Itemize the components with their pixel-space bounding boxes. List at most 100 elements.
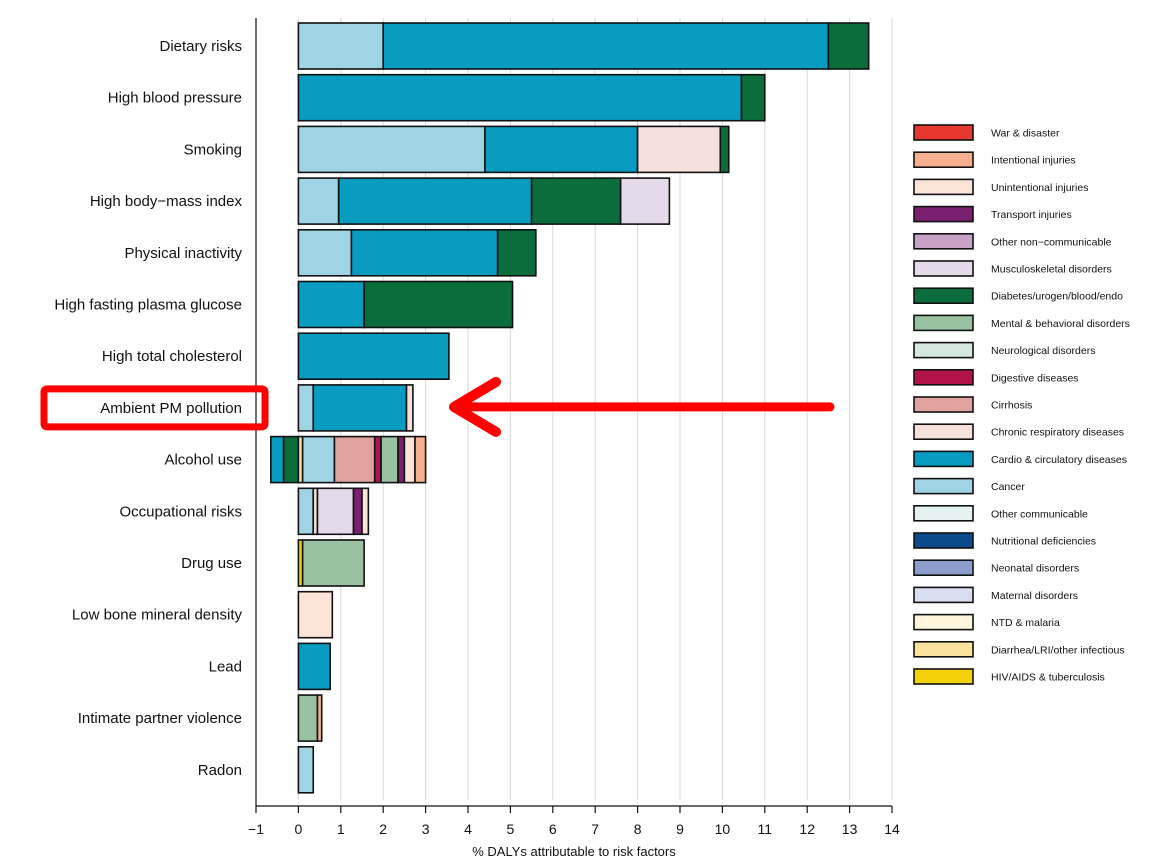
legend-swatch-cirrhosis [913,396,974,413]
legend-label-cardio-circulatory-diseases: Cardio & circulatory diseases [991,454,1127,466]
x-tick-label: 3 [422,821,430,837]
x-tick-label: 4 [464,821,472,837]
bar-segment-cardio-circulatory-diseases [382,22,830,70]
category-label-occupational-risks: Occupational risks [119,503,242,520]
bars [270,22,870,794]
category-label-low-bone-mineral-density: Low bone mineral density [72,607,243,624]
x-tick-label: 12 [799,821,815,837]
bar-segment-musculoskeletal-disorders [619,177,671,225]
bar-segment-intentional-injuries [316,694,323,742]
legend-swatch-cancer [913,477,974,495]
x-tick-label: 0 [295,821,303,837]
bar-segment-mental-behavioral-disorders [297,694,319,742]
category-labels: Dietary risks High blood pressure Smoking H… [54,38,242,779]
legend-swatch-digestive-diseases [913,368,974,386]
bar-segment-cardio-circulatory-diseases [297,280,365,329]
bar-segment-unintentional-injuries [297,590,334,639]
bar-segment-diabetes-urogen-blood-endo [530,177,622,225]
bar-segment-cancer [297,229,353,277]
x-axis: −1 0 1 2 3 4 5 6 7 8 9 10 11 12 13 14 [248,18,900,837]
bar-segment-diabetes-urogen-blood-endo [496,229,537,277]
bar-segment-cancer [297,384,315,432]
legend-label-diarrhea-lri-other-infectious: Diarrhea/LRI/other infectious [991,644,1125,656]
category-label-intimate-partner-violence: Intimate partner violence [78,710,242,727]
legend-swatch-war-disaster [913,124,974,141]
category-label-high-total-cholesterol: High total cholesterol [102,348,242,365]
bar-segment-cancer [297,125,486,174]
legend-swatch-hiv-aids-tuberculosis [913,668,974,685]
bar-segment-chronic-respiratory-diseases [405,384,414,432]
x-tick-label: 10 [715,821,731,837]
x-tick-label: 5 [507,821,515,837]
category-label-physical-inactivity: Physical inactivity [124,245,242,262]
legend-label-other-non-communicable: Other non−communicable [991,236,1112,248]
bar-segment-diabetes-urogen-blood-endo [282,435,300,484]
bar-segment-mental-behavioral-disorders [380,435,399,484]
bar-segment-diabetes-urogen-blood-endo [827,22,870,70]
bar-segment-cancer [297,487,315,536]
legend-label-hiv-aids-tuberculosis: HIV/AIDS & tuberculosis [991,672,1105,684]
bar-segment-diabetes-urogen-blood-endo [719,125,730,174]
legend-label-neurological-disorders: Neurological disorders [991,345,1095,357]
category-label-dietary-risks: Dietary risks [159,38,242,55]
legend-label-intentional-injuries: Intentional injuries [991,155,1076,167]
bar-segment-unintentional-injuries [361,487,370,536]
bar-segment-cardio-circulatory-diseases [337,177,533,225]
x-tick-label: 13 [842,821,858,837]
legend-swatch-cardio-circulatory-diseases [913,450,974,468]
legend-label-nutritional-deficiencies: Nutritional deficiencies [991,536,1096,548]
x-tick-label: 1 [337,821,345,837]
x-axis-title: % DALYs attributable to risk factors [472,844,676,859]
x-tick-label: 2 [379,821,387,837]
category-label-smoking: Smoking [184,141,242,158]
category-label-high-body-mass-index: High body−mass index [90,193,243,210]
category-label-ambient-pm-pollution: Ambient PM pollution [100,400,242,417]
bar-segment-transport-injuries [352,487,363,536]
bar-segment-cardio-circulatory-diseases [297,73,743,122]
bar-segment-chronic-respiratory-diseases [636,125,722,174]
bar-segment-cardio-circulatory-diseases [270,435,285,484]
bar-segment-cirrhosis [333,435,376,484]
legend-label-digestive-diseases: Digestive diseases [991,372,1079,384]
legend-swatch-other-non-communicable [913,233,974,250]
legend-label-neonatal-disorders: Neonatal disorders [991,563,1079,575]
bar-segment-diabetes-urogen-blood-endo [740,73,766,122]
bar-segment-diabetes-urogen-blood-endo [363,280,514,329]
legend-swatch-diabetes-urogen-blood-endo [913,287,974,305]
annotation [40,376,835,437]
bar-segment-mental-behavioral-disorders [301,539,365,587]
bar-segment-cardio-circulatory-diseases [350,229,499,277]
bar-segment-unintentional-injuries [403,435,416,484]
x-tick-label: −1 [248,821,264,837]
x-tick-label: 7 [591,821,599,837]
bar-segment-cardio-circulatory-diseases [312,384,408,432]
legend-label-chronic-respiratory-diseases: Chronic respiratory diseases [991,427,1124,439]
legend-swatch-nutritional-deficiencies [913,532,974,549]
legend-label-musculoskeletal-disorders: Musculoskeletal disorders [991,264,1112,276]
category-label-high-fasting-plasma-glucose: High fasting plasma glucose [54,297,242,314]
legend-label-transport-injuries: Transport injuries [991,209,1072,221]
x-tick-label: 8 [634,821,642,837]
category-label-alcohol-use: Alcohol use [164,452,242,469]
x-tick-label: 11 [758,821,773,837]
category-label-high-blood-pressure: High blood pressure [108,90,242,107]
legend-swatch-musculoskeletal-disorders [913,260,974,277]
x-tick-label: 9 [676,821,684,837]
legend-swatch-neurological-disorders [913,341,974,359]
bar-segment-cancer [297,177,340,225]
legend-label-cancer: Cancer [991,481,1025,493]
legend-label-other-communicable: Other communicable [991,508,1088,520]
category-label-lead: Lead [209,658,242,675]
legend-label-mental-behavioral-disorders: Mental & behavioral disorders [991,318,1130,330]
legend-swatch-other-communicable [913,504,974,522]
bar-segment-cancer [297,745,315,794]
bar-segment-cardio-circulatory-diseases [484,125,639,174]
bar-segment-digestive-diseases [373,435,382,484]
legend-label-unintentional-injuries: Unintentional injuries [991,182,1088,194]
legend-label-ntd-malaria: NTD & malaria [991,617,1060,629]
bar-segment-cardio-circulatory-diseases [297,642,331,691]
category-label-radon: Radon [198,762,242,779]
bar-segment-transport-injuries [397,435,406,484]
bar-segment-cancer [301,435,336,484]
